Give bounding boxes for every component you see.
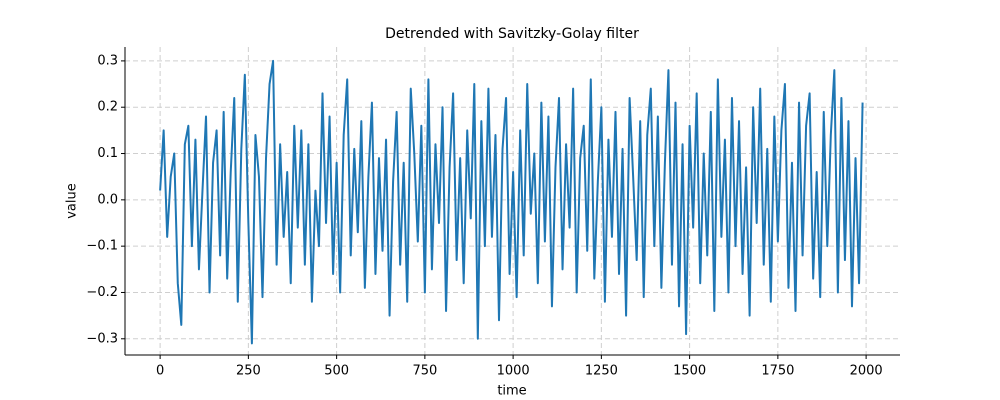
x-tick-label: 1250 [585, 364, 618, 379]
x-tick-label: 1000 [497, 364, 530, 379]
y-tick-label: 0.1 [97, 146, 118, 161]
x-tick-label: 0 [156, 364, 164, 379]
data-line [159, 59, 864, 345]
y-tick-label: 0.2 [97, 100, 118, 115]
x-tick-label: 250 [236, 364, 261, 379]
x-tick-label: 500 [324, 364, 349, 379]
y-tick-label: −0.1 [86, 239, 118, 254]
y-tick-label: −0.3 [86, 331, 118, 346]
y-tick-label: −0.2 [86, 285, 118, 300]
x-tick-label: 1750 [761, 364, 794, 379]
chart-title: Detrended with Savitzky-Golay filter [385, 26, 639, 42]
x-tick-label: 1500 [673, 364, 706, 379]
x-axis-label: time [497, 384, 526, 399]
y-tick-label: 0.3 [97, 53, 118, 68]
x-tick-label: 750 [412, 364, 437, 379]
y-tick-label: 0.0 [97, 192, 118, 207]
x-tick-label: 2000 [850, 364, 883, 379]
y-axis-label: value [65, 183, 80, 219]
